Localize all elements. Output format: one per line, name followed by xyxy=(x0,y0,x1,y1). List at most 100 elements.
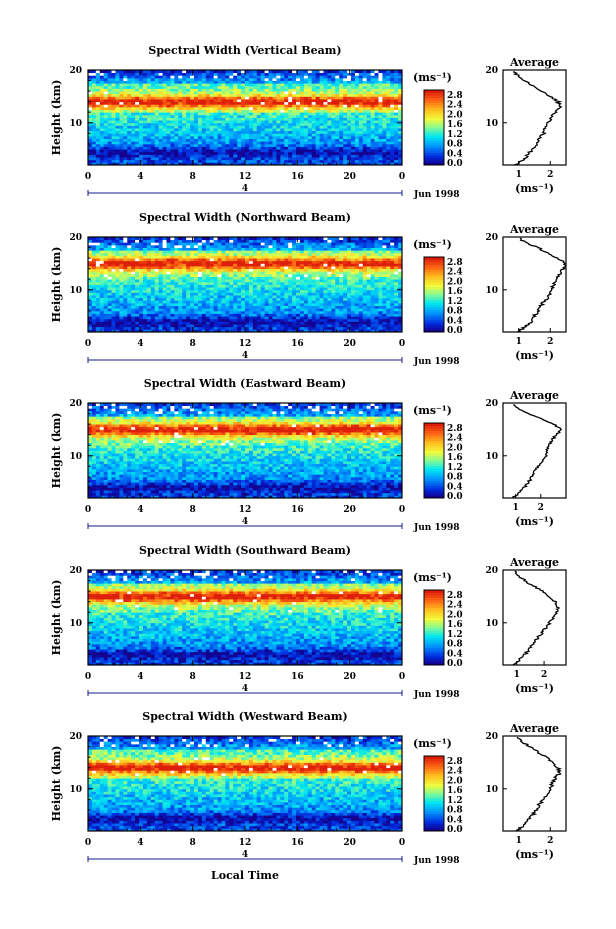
heatmap-cell xyxy=(343,282,347,285)
heatmap-cell xyxy=(390,123,394,126)
heatmap-cell xyxy=(335,96,339,99)
heatmap-cell xyxy=(312,306,316,309)
heatmap-cell xyxy=(100,147,104,150)
heatmap-cell xyxy=(304,136,308,139)
heatmap-cell xyxy=(151,282,155,285)
heatmap-cell xyxy=(178,287,182,290)
heatmap-cell xyxy=(320,144,324,147)
heatmap-cell xyxy=(100,131,104,134)
heatmap-cell xyxy=(390,295,394,298)
heatmap-cell xyxy=(304,319,308,322)
heatmap-cell xyxy=(312,314,316,317)
heatmap-cell xyxy=(257,152,261,155)
heatmap-cell xyxy=(96,118,100,121)
heatmap-cell xyxy=(143,128,147,131)
heatmap-cell xyxy=(331,123,335,126)
heatmap-cell xyxy=(218,139,222,142)
heatmap-cell xyxy=(280,125,284,128)
heatmap-cell xyxy=(167,157,171,160)
heatmap-cell xyxy=(108,282,112,285)
heatmap-cell xyxy=(127,274,131,277)
heatmap-cell xyxy=(359,292,363,295)
heatmap-cell xyxy=(225,112,229,115)
heatmap-cell xyxy=(241,75,245,78)
heatmap-cell xyxy=(147,128,151,131)
heatmap-cell xyxy=(359,311,363,314)
heatmap-cell xyxy=(351,321,355,324)
heatmap-cell xyxy=(382,277,386,280)
heatmap-cell xyxy=(367,274,371,277)
heatmap-cell xyxy=(390,290,394,293)
heatmap-cell xyxy=(382,274,386,277)
heatmap-cell xyxy=(335,279,339,282)
heatmap-cell xyxy=(288,311,292,314)
heatmap-cell xyxy=(139,120,143,123)
heatmap-cell xyxy=(143,287,147,290)
heatmap-cell xyxy=(237,316,241,319)
heatmap-cell xyxy=(245,149,249,152)
heatmap-cell xyxy=(237,73,241,76)
heatmap-cell xyxy=(143,319,147,322)
heatmap-cell xyxy=(182,311,186,314)
heatmap-cell xyxy=(327,324,331,327)
heatmap-cell xyxy=(382,311,386,314)
heatmap-cell xyxy=(386,75,390,78)
heatmap-cell xyxy=(108,123,112,126)
heatmap-cell xyxy=(276,285,280,288)
heatmap-cell xyxy=(355,321,359,324)
heatmap-cell xyxy=(272,81,276,84)
heatmap-cell xyxy=(206,319,210,322)
heatmap-cell xyxy=(155,300,159,303)
heatmap-cell xyxy=(202,81,206,84)
heatmap-cell xyxy=(174,321,178,324)
heatmap-cell xyxy=(237,83,241,86)
heatmap-cell xyxy=(147,133,151,136)
heatmap-cell xyxy=(218,147,222,150)
heatmap-cell xyxy=(363,277,367,280)
heatmap-cell xyxy=(316,298,320,301)
heatmap-cell xyxy=(241,298,245,301)
heatmap-cell xyxy=(292,73,296,76)
heatmap-cell xyxy=(186,102,190,105)
heatmap-cell xyxy=(182,266,186,269)
heatmap-cell xyxy=(229,285,233,288)
heatmap-cell xyxy=(284,327,288,330)
heatmap-cell xyxy=(214,112,218,115)
heatmap-cell xyxy=(276,123,280,126)
heatmap-cell xyxy=(210,285,214,288)
heatmap-cell xyxy=(292,271,296,274)
heatmap-cell xyxy=(139,131,143,134)
heatmap-cell xyxy=(327,123,331,126)
heatmap-cell xyxy=(115,316,119,319)
heatmap-cell xyxy=(210,141,214,144)
heatmap-cell xyxy=(394,128,398,131)
heatmap-cell xyxy=(135,274,139,277)
heatmap-cell xyxy=(245,269,249,272)
heatmap-cell xyxy=(206,306,210,309)
heatmap-cell xyxy=(218,128,222,131)
heatmap-cell xyxy=(221,311,225,314)
heatmap-cell xyxy=(123,306,127,309)
heatmap-cell xyxy=(347,147,351,150)
heatmap-cell xyxy=(288,123,292,126)
heatmap-cell xyxy=(186,125,190,128)
heatmap-cell xyxy=(241,141,245,144)
heatmap-cell xyxy=(159,104,163,107)
heatmap-cell xyxy=(386,154,390,157)
heatmap-cell xyxy=(178,324,182,327)
heatmap-cell xyxy=(288,269,292,272)
heatmap-cell xyxy=(237,102,241,105)
heatmap-cell xyxy=(127,147,131,150)
heatmap-cell xyxy=(237,128,241,131)
heatmap-cell xyxy=(92,160,96,163)
heatmap-cell xyxy=(386,298,390,301)
heatmap-cell xyxy=(276,269,280,272)
heatmap-cell xyxy=(229,314,233,317)
heatmap-cell xyxy=(253,78,257,81)
heatmap-cell xyxy=(371,160,375,163)
heatmap-cell xyxy=(135,147,139,150)
heatmap-cell xyxy=(194,78,198,81)
heatmap-cell xyxy=(170,319,174,322)
heatmap-cell xyxy=(292,316,296,319)
heatmap-cell xyxy=(249,125,253,128)
